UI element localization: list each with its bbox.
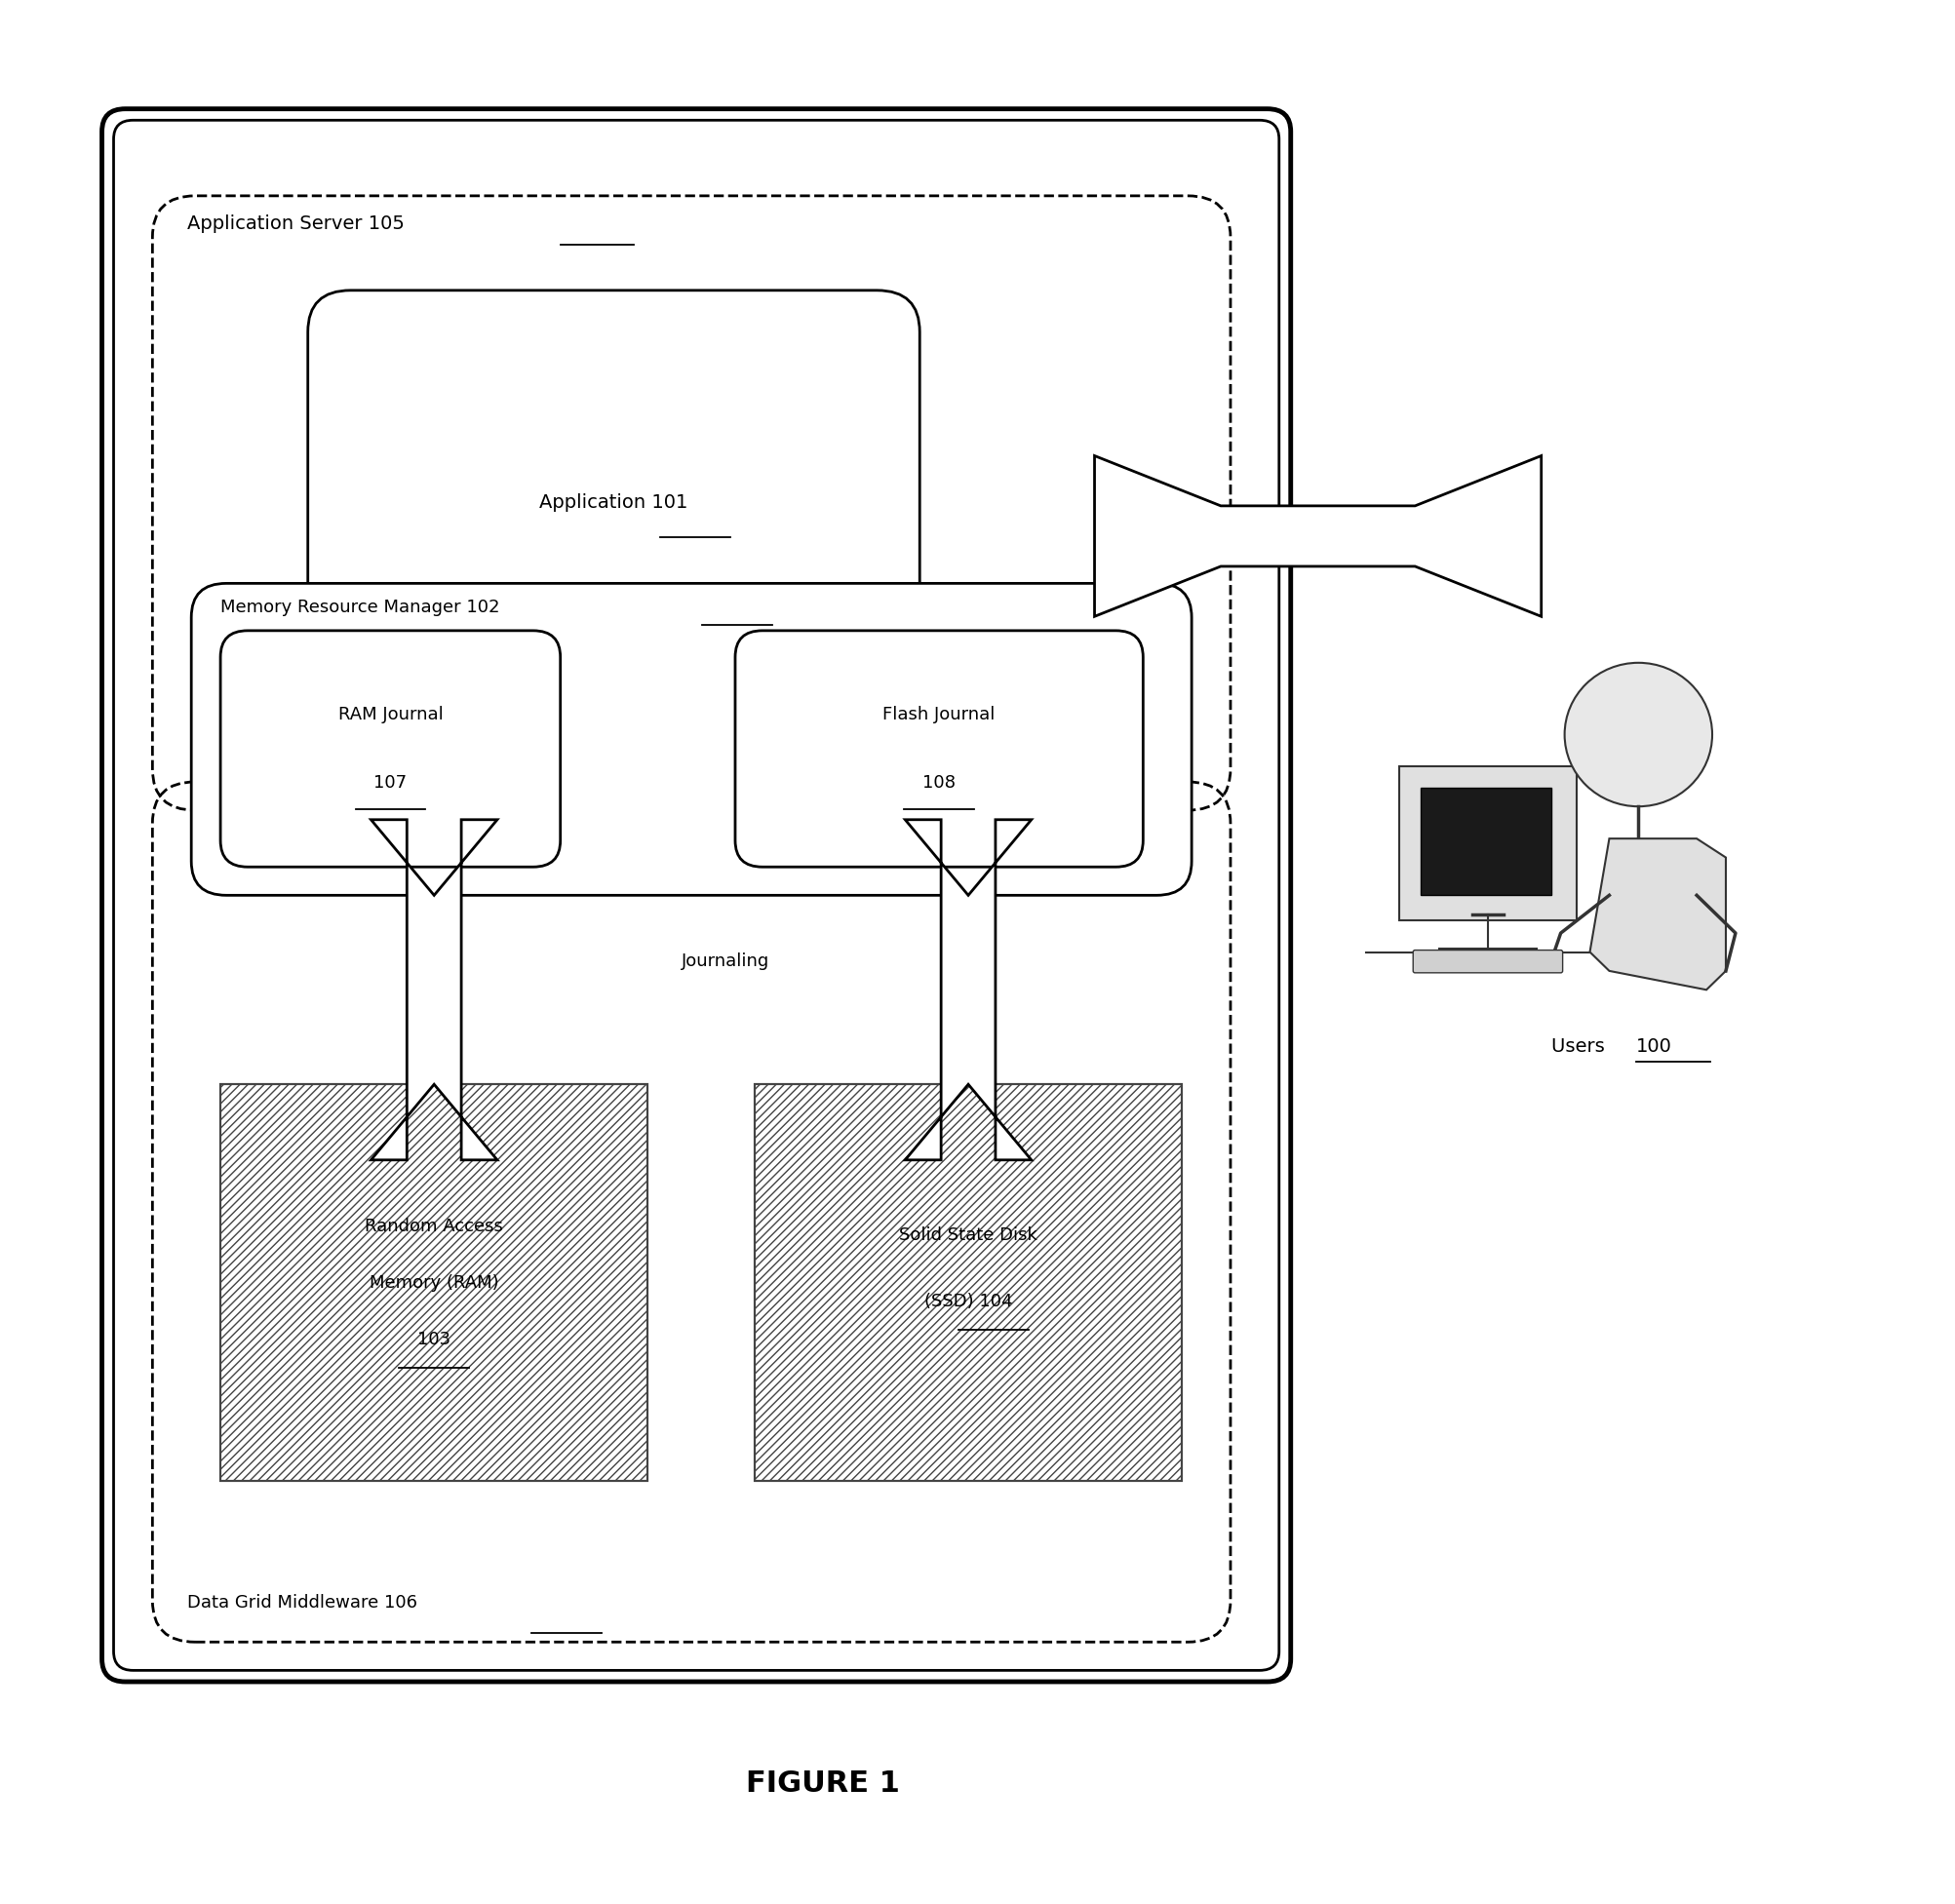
Bar <box>1419 788 1550 895</box>
Polygon shape <box>371 819 497 1160</box>
Polygon shape <box>1589 838 1724 990</box>
Text: Random Access: Random Access <box>366 1217 502 1236</box>
Text: Journaling: Journaling <box>680 952 768 971</box>
Polygon shape <box>905 819 1030 1160</box>
FancyBboxPatch shape <box>1412 950 1562 973</box>
Text: Solid State Disk: Solid State Disk <box>899 1226 1036 1245</box>
Polygon shape <box>1095 455 1541 617</box>
Text: 108: 108 <box>923 775 956 792</box>
FancyBboxPatch shape <box>102 109 1290 1681</box>
Circle shape <box>1564 663 1711 807</box>
Text: Flash Journal: Flash Journal <box>882 706 995 724</box>
Text: 103: 103 <box>416 1331 450 1348</box>
FancyBboxPatch shape <box>221 630 559 866</box>
Text: Users: Users <box>1550 1038 1609 1055</box>
Text: 100: 100 <box>1636 1038 1672 1055</box>
Text: Application 101: Application 101 <box>540 493 688 512</box>
Text: Memory Resource Manager 102: Memory Resource Manager 102 <box>221 598 500 617</box>
Bar <box>755 1085 1181 1481</box>
FancyBboxPatch shape <box>307 289 919 716</box>
Text: FIGURE 1: FIGURE 1 <box>745 1769 899 1797</box>
Text: Data Grid Middleware 106: Data Grid Middleware 106 <box>188 1594 416 1613</box>
FancyBboxPatch shape <box>192 583 1191 895</box>
FancyBboxPatch shape <box>735 630 1142 866</box>
Bar <box>755 1085 1181 1481</box>
Text: Application Server 105: Application Server 105 <box>188 215 405 234</box>
Text: 107: 107 <box>373 775 407 792</box>
Text: (SSD) 104: (SSD) 104 <box>923 1293 1013 1310</box>
Bar <box>221 1085 647 1481</box>
Text: Memory (RAM): Memory (RAM) <box>369 1274 499 1291</box>
FancyBboxPatch shape <box>113 120 1279 1670</box>
Text: RAM Journal: RAM Journal <box>338 706 442 724</box>
Bar <box>221 1085 647 1481</box>
FancyBboxPatch shape <box>1398 767 1576 920</box>
